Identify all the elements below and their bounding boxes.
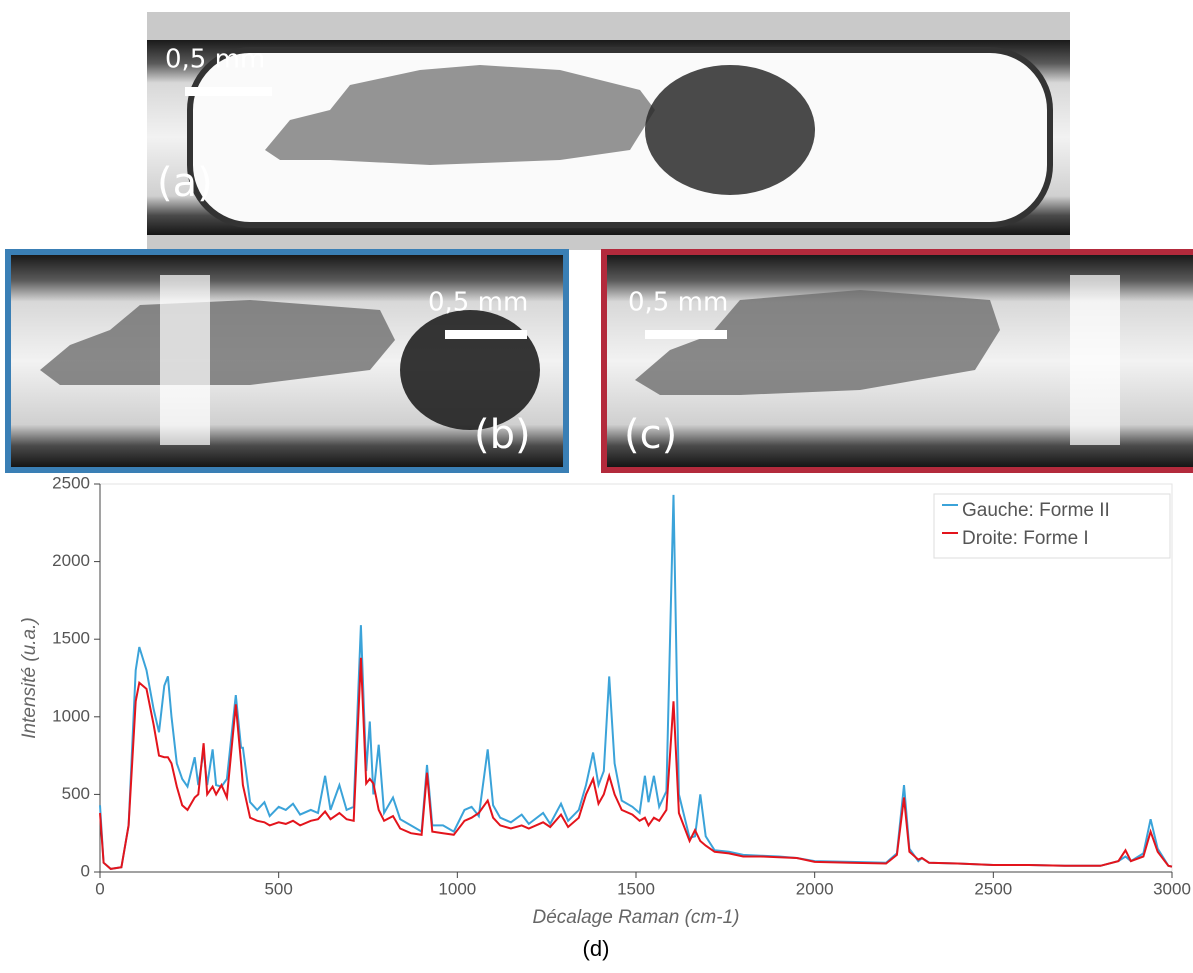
y-tick-label: 2500 — [52, 473, 90, 492]
x-tick-label: 500 — [264, 879, 292, 898]
panel-border — [5, 249, 569, 473]
y-tick-label: 500 — [62, 784, 90, 803]
scale-bar — [445, 330, 527, 339]
melt-zone — [1070, 275, 1120, 445]
panel-c: 0,5 mm (c) — [601, 249, 1193, 473]
legend-box — [933, 493, 1171, 559]
x-tick-label: 3000 — [1153, 879, 1191, 898]
panel-b: 0,5 mm (b) — [5, 249, 569, 473]
x-tick-label: 1500 — [617, 879, 655, 898]
crystal — [265, 65, 655, 165]
panel-a: 0,5 mm (a) — [147, 12, 1070, 250]
caption: (d) — [583, 936, 610, 961]
x-tick-label: 1000 — [438, 879, 476, 898]
y-tick-label: 0 — [81, 861, 90, 880]
y-tick-label: 1000 — [52, 706, 90, 725]
scale-label: 0,5 mm — [428, 288, 528, 318]
spherulite — [400, 310, 540, 430]
panel-label: (c) — [624, 412, 677, 458]
y-tick-label: 2000 — [52, 551, 90, 570]
y-tick-label: 1500 — [52, 629, 90, 648]
scale-label: 0,5 mm — [628, 288, 728, 318]
x-tick-label: 2500 — [974, 879, 1012, 898]
legend-label: Droite: Forme I — [962, 528, 1089, 549]
series-line — [99, 657, 1173, 870]
scale-label: 0,5 mm — [165, 45, 265, 75]
scale-bar — [645, 330, 727, 339]
melt-zone — [160, 275, 210, 445]
x-tick-label: 2000 — [796, 879, 834, 898]
panel-label: (a) — [157, 160, 213, 206]
scale-bar — [185, 87, 272, 96]
spherulite — [645, 65, 815, 195]
x-tick-label: 0 — [95, 879, 104, 898]
crystal — [40, 300, 395, 385]
panel-border — [601, 249, 1193, 473]
x-axis-title: Décalage Raman (cm-1) — [533, 907, 740, 928]
y-axis-title: Intensité (u.a.) — [19, 617, 40, 738]
panel-label: (b) — [474, 412, 531, 458]
chart: Décalage Raman (cm-1) Intensité (u.a.) (… — [19, 473, 1191, 960]
legend-label: Gauche: Forme II — [962, 500, 1110, 521]
crystal — [635, 290, 1000, 395]
